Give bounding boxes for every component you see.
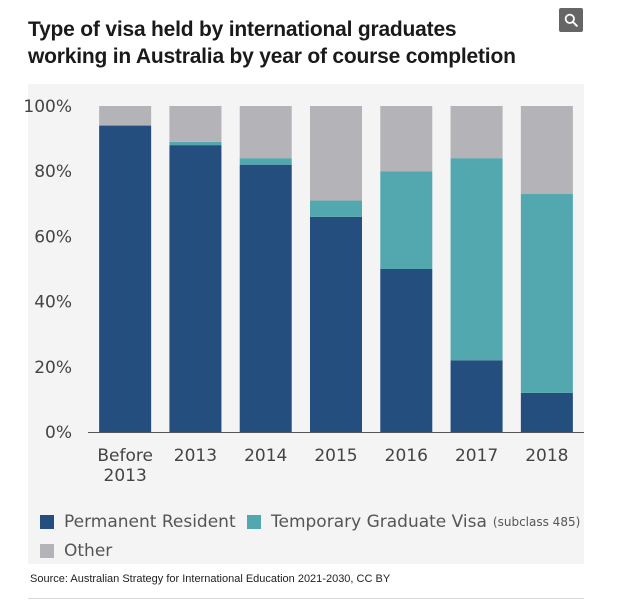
legend-item-temporary: Temporary Graduate Visa (subclass 485) (247, 512, 580, 532)
x-tick-label: 2015 (314, 446, 357, 466)
search-button[interactable] (559, 8, 583, 32)
x-tick-label: 2014 (244, 446, 287, 466)
legend-note-temporary: (subclass 485) (492, 515, 581, 529)
bar-segment-other (520, 106, 573, 195)
bar-segment-temporary (239, 158, 292, 165)
legend-swatch-other (40, 544, 54, 558)
bar-segment-other (380, 106, 433, 172)
y-tick-label: 60% (34, 227, 72, 247)
bar-segment-permanent (169, 145, 222, 432)
y-tick-label: 40% (34, 293, 72, 313)
x-tick-label: 2018 (525, 446, 568, 466)
legend-label-other: Other (64, 541, 113, 561)
x-tick-label: 2016 (385, 446, 428, 466)
legend-swatch-permanent (40, 515, 54, 529)
x-tick-label: 2013 (104, 466, 147, 486)
bar-segment-permanent (450, 360, 503, 432)
bar-segment-permanent (520, 392, 573, 432)
bar-segment-other (239, 106, 292, 159)
y-tick-label: 0% (45, 423, 72, 443)
bar-segment-temporary (169, 141, 222, 146)
chart-title-line-1: Type of visa held by international gradu… (28, 18, 457, 41)
y-tick-label: 80% (34, 162, 72, 182)
chart-title: Type of visa held by international gradu… (28, 16, 548, 70)
bar-segment-temporary (450, 158, 503, 361)
bar-segment-temporary (520, 194, 573, 393)
legend-item-other: Other (40, 541, 112, 561)
bar-segment-permanent (99, 125, 152, 432)
bar-segment-permanent (239, 164, 292, 432)
divider (28, 598, 584, 599)
x-tick-label: 2017 (455, 446, 498, 466)
legend-label-temporary: Temporary Graduate Visa (271, 512, 487, 532)
x-tick-label: 2013 (174, 446, 217, 466)
bar-segment-permanent (310, 216, 362, 432)
bar-segment-temporary (310, 200, 362, 217)
source-note: Source: Australian Strategy for Internat… (30, 573, 391, 585)
y-tick-label: 100% (23, 97, 72, 117)
search-icon (564, 13, 578, 27)
chart-title-line-2: working in Australia by year of course c… (28, 45, 516, 68)
bar-segment-other (169, 106, 222, 142)
legend-swatch-temporary (247, 515, 261, 529)
bar-segment-other (450, 106, 503, 159)
bar-segment-temporary (380, 171, 433, 269)
y-tick-label: 20% (34, 358, 72, 378)
bar-segment-other (99, 106, 152, 126)
legend: Permanent Resident Temporary Graduate Vi… (40, 512, 600, 572)
x-tick-label: Before (97, 446, 153, 466)
legend-item-permanent: Permanent Resident (40, 512, 236, 532)
bar-segment-permanent (380, 269, 433, 432)
bar-segment-other (310, 106, 362, 201)
legend-label-permanent: Permanent Resident (64, 512, 236, 532)
